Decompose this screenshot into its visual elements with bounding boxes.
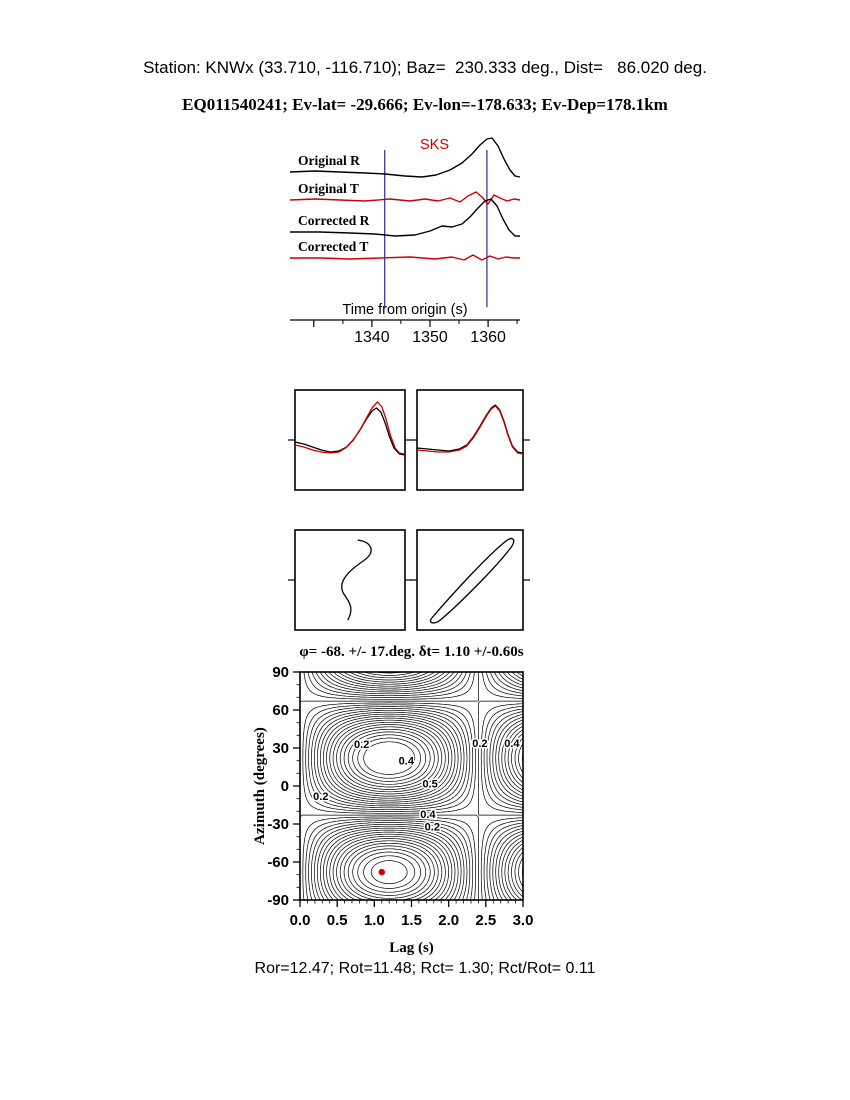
best-fit-marker xyxy=(378,868,385,876)
contour-level xyxy=(336,724,523,893)
lag-tick-label: 0.5 xyxy=(327,912,348,929)
lag-tick-label: 2.5 xyxy=(475,912,496,929)
lag-tick-label: 1.5 xyxy=(401,912,422,929)
contour-level xyxy=(352,848,427,896)
time-tick-label: 1360 xyxy=(470,329,506,346)
lag-axis-title: Lag (s) xyxy=(389,940,434,956)
time-tick-label: 1340 xyxy=(354,329,390,346)
contour-level xyxy=(352,734,427,782)
corrected-black-component-waveform xyxy=(416,404,524,454)
uncorrected-black-component-waveform xyxy=(294,407,406,456)
azimuth-tick-label: 0 xyxy=(281,778,289,795)
contour-level xyxy=(300,672,523,900)
contour-label: 0.4 xyxy=(504,738,520,750)
lag-tick-label: 0.0 xyxy=(290,912,311,929)
contour-label: 0.5 xyxy=(422,779,437,791)
azimuth-tick-label: 60 xyxy=(272,702,289,719)
contour-level xyxy=(363,741,416,775)
contour-label: 0.4 xyxy=(399,756,415,768)
fast-slow-comparison-panel xyxy=(288,389,530,491)
panel-box xyxy=(294,389,406,491)
contour-level xyxy=(347,845,431,899)
azimuth-tick-label: -60 xyxy=(267,854,289,871)
contour-level xyxy=(370,860,408,884)
azimuth-tick-label: -30 xyxy=(267,816,289,833)
trace-original-r xyxy=(289,137,521,178)
panel-box xyxy=(416,529,524,631)
contour-level xyxy=(316,672,523,900)
lag-tick-label: 1.0 xyxy=(364,912,385,929)
particle-motion-group xyxy=(430,539,513,623)
trace-label: Original T xyxy=(298,181,359,196)
corrected-particle-motion-curve xyxy=(430,539,513,623)
trace-corrected-r xyxy=(290,198,520,237)
contour-level xyxy=(343,728,523,878)
contour-level xyxy=(357,851,422,893)
error-surface-contour: 0.0 0.5 1.0 1.5 2.0 2.5 3.0 90 60 30 0 -30 -60 -90 φ= … xyxy=(252,644,534,956)
lag-tick-label: 2.0 xyxy=(438,912,459,929)
uncorrected-particle-motion-curve xyxy=(342,540,371,620)
trace-label: Corrected R xyxy=(298,213,370,228)
corrected-red-component-waveform xyxy=(416,405,524,455)
contour-level xyxy=(347,731,431,785)
contour-label: 0.2 xyxy=(472,738,487,750)
seismogram-panel: Original R Original T Corrected R Corrected… xyxy=(289,137,521,346)
event-title: EQ011540241; Ev-lat= -29.666; Ev-lon=-17… xyxy=(182,95,668,114)
contour-level xyxy=(319,672,523,900)
uncorrected-red-component-waveform xyxy=(294,401,406,455)
azimuth-tick-label: 30 xyxy=(272,740,289,757)
contour-level xyxy=(332,721,523,898)
contour-lines xyxy=(300,672,523,900)
contour-label: 0.2 xyxy=(354,739,369,751)
contour-label: 0.2 xyxy=(425,822,440,834)
contour-label: 0.2 xyxy=(313,791,328,803)
lag-tick-label: 3.0 xyxy=(513,912,534,929)
azimuth-axis-title: Azimuth (degrees) xyxy=(252,727,268,845)
station-title: Station: KNWx (33.710, -116.710); Baz= 2… xyxy=(143,58,707,77)
contour-level xyxy=(316,672,523,900)
trace-label: Corrected T xyxy=(298,239,368,254)
contour-level xyxy=(357,737,422,779)
contour-label: 0.4 xyxy=(420,809,436,821)
phase-label: SKS xyxy=(420,137,449,153)
particle-motion-group xyxy=(342,540,371,620)
trace-label: Original R xyxy=(298,153,360,168)
contour-title: φ= -68. +/- 17.deg. δt= 1.10 +/-0.60s xyxy=(299,644,523,660)
contour-level xyxy=(363,855,416,889)
contour-level xyxy=(339,726,523,887)
energy-stats: Ror=12.47; Rot=11.48; Rct= 1.30; Rct/Rot… xyxy=(254,960,596,977)
trace-original-t xyxy=(289,191,521,205)
azimuth-tick-label: 90 xyxy=(272,664,289,681)
time-tick-label: 1350 xyxy=(412,329,448,346)
particle-motion-panel xyxy=(288,529,530,631)
trace-corrected-t xyxy=(290,254,520,261)
contour-level xyxy=(319,672,523,900)
azimuth-tick-label: -90 xyxy=(267,892,289,909)
time-axis-title: Time from origin (s) xyxy=(342,302,467,318)
